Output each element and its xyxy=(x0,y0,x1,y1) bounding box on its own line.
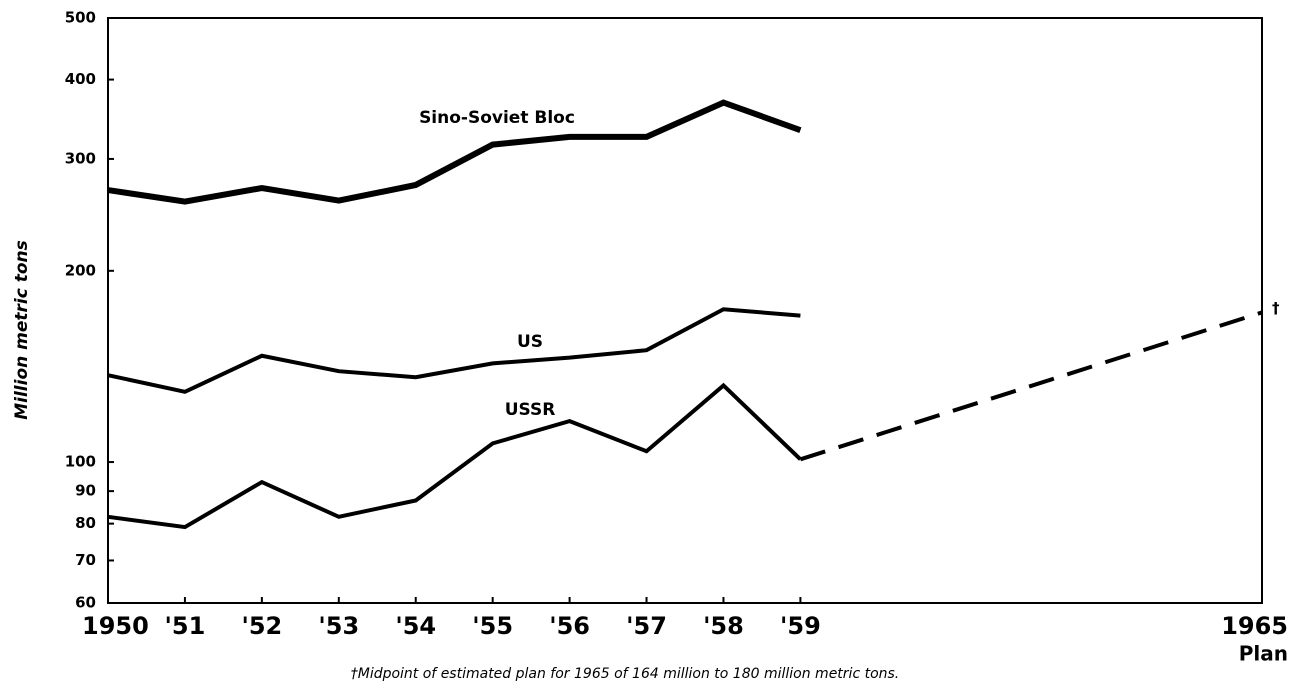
plan-marker: † xyxy=(1272,299,1280,317)
projection-line xyxy=(799,310,1263,462)
footnote: †Midpoint of estimated plan for 1965 of … xyxy=(351,666,900,682)
series-line xyxy=(107,307,801,394)
y-tick-label: 300 xyxy=(65,149,96,167)
y-tick-label: 60 xyxy=(75,594,96,612)
plot-frame xyxy=(107,17,1263,604)
series-label: Sino-Soviet Bloc xyxy=(419,108,575,128)
series-label: USSR xyxy=(505,400,556,420)
x-tick-label: '52 xyxy=(241,612,282,640)
x-tick-label: '51 xyxy=(165,612,206,640)
x-tick-label: '57 xyxy=(626,612,667,640)
series-line xyxy=(107,99,802,205)
y-tick-label: 100 xyxy=(65,453,96,471)
x-tick-label: 1950 xyxy=(82,612,149,640)
x-tick-note: Plan xyxy=(1239,642,1288,666)
y-tick-label: 90 xyxy=(75,482,96,500)
x-tick-label: '59 xyxy=(780,612,821,640)
y-axis-label: Million metric tons xyxy=(12,240,32,420)
y-tick-label: 500 xyxy=(65,9,96,27)
x-tick-label: '56 xyxy=(549,612,590,640)
x-tick-label: '58 xyxy=(703,612,744,640)
y-tick-label: 70 xyxy=(75,551,96,569)
y-tick-label: 80 xyxy=(75,514,96,532)
y-tick-label: 400 xyxy=(65,70,96,88)
x-tick-label: 1965 xyxy=(1221,612,1288,640)
series-label: US xyxy=(517,332,543,352)
series-line xyxy=(107,382,802,530)
x-tick-label: '54 xyxy=(395,612,436,640)
x-tick-label: '53 xyxy=(318,612,359,640)
y-tick-label: 200 xyxy=(65,261,96,279)
x-tick-label: '55 xyxy=(472,612,513,640)
